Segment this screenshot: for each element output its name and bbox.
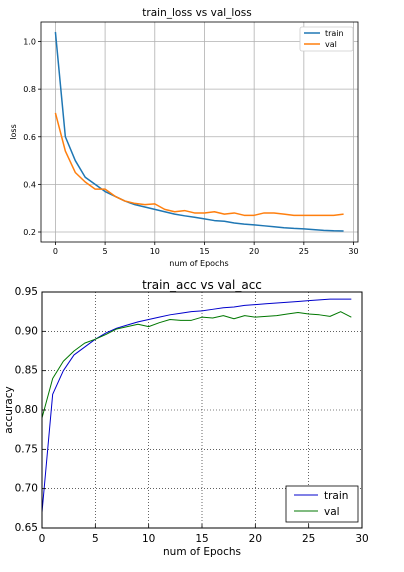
accuracy-series-val (41, 311, 352, 419)
accuracy-chart-legend: train val (285, 485, 359, 523)
loss-legend-train-label: train (325, 29, 344, 38)
accuracy-chart-xlabel: num of Epochs (163, 546, 241, 558)
loss-chart-xlabel: num of Epochs (169, 259, 228, 268)
accuracy-ytick-label-0: 0.65 (15, 522, 38, 534)
accuracy-chart-ylabel: accuracy (3, 386, 15, 433)
loss-series-val (54, 112, 344, 217)
loss-series-train (54, 31, 344, 232)
loss-chart-legend: train val (299, 26, 354, 52)
accuracy-xtick-label-5: 25 (302, 533, 315, 545)
loss-xtick-label-0: 0 (53, 247, 58, 256)
accuracy-xtick-label-1: 5 (92, 533, 99, 545)
loss-chart: train_loss vs val_loss 0 5 10 15 20 25 30 0.2 0.… (9, 7, 359, 268)
accuracy-chart-ticks: 0 5 10 15 20 25 30 0.65 0.70 0.75 0.80 0.85 0.90 0.95 (15, 286, 369, 545)
accuracy-xtick-label-2: 10 (142, 533, 155, 545)
accuracy-legend-val-label: val (324, 506, 340, 518)
loss-xtick-label-2: 10 (150, 247, 160, 256)
accuracy-series-train (41, 298, 352, 513)
loss-chart-frame (40, 21, 359, 243)
loss-chart-title: train_loss vs val_loss (142, 7, 251, 19)
loss-chart-ylabel: loss (9, 124, 18, 139)
loss-ytick-label-0: 0.2 (23, 228, 36, 237)
accuracy-xtick-label-6: 30 (355, 533, 368, 545)
accuracy-xtick-label-0: 0 (39, 533, 46, 545)
accuracy-chart-legend-box (285, 485, 359, 523)
loss-chart-series (54, 31, 344, 232)
loss-ytick-label-2: 0.6 (23, 133, 36, 142)
loss-chart-ticks: 0 5 10 15 20 25 30 0.2 0.4 0.6 0.8 1.0 (23, 38, 358, 256)
accuracy-ytick-label-1: 0.70 (15, 483, 38, 495)
accuracy-chart: train_acc vs val_acc 0 5 10 15 20 25 30 0.65 0.7… (3, 278, 369, 558)
accuracy-ytick-label-2: 0.75 (15, 443, 38, 455)
accuracy-ytick-label-5: 0.90 (15, 325, 38, 337)
loss-xtick-label-4: 20 (249, 247, 259, 256)
accuracy-ytick-label-6: 0.95 (15, 286, 38, 298)
loss-xtick-label-3: 15 (199, 247, 209, 256)
loss-xtick-label-5: 25 (299, 247, 309, 256)
accuracy-ytick-label-3: 0.80 (15, 404, 38, 416)
accuracy-xtick-label-4: 20 (249, 533, 262, 545)
accuracy-ytick-label-4: 0.85 (15, 365, 38, 377)
loss-xtick-label-1: 5 (103, 247, 108, 256)
loss-chart-grid (41, 22, 358, 242)
loss-ytick-label-1: 0.4 (23, 180, 36, 189)
loss-chart-plot-area (41, 22, 358, 242)
loss-xtick-label-6: 30 (348, 247, 358, 256)
accuracy-legend-train-label: train (324, 490, 348, 502)
loss-legend-val-label: val (325, 40, 337, 49)
loss-ytick-label-3: 0.8 (23, 85, 36, 94)
accuracy-xtick-label-3: 15 (195, 533, 208, 545)
loss-ytick-label-4: 1.0 (23, 38, 36, 47)
accuracy-chart-title: train_acc vs val_acc (142, 278, 262, 292)
accuracy-chart-series (41, 298, 352, 513)
